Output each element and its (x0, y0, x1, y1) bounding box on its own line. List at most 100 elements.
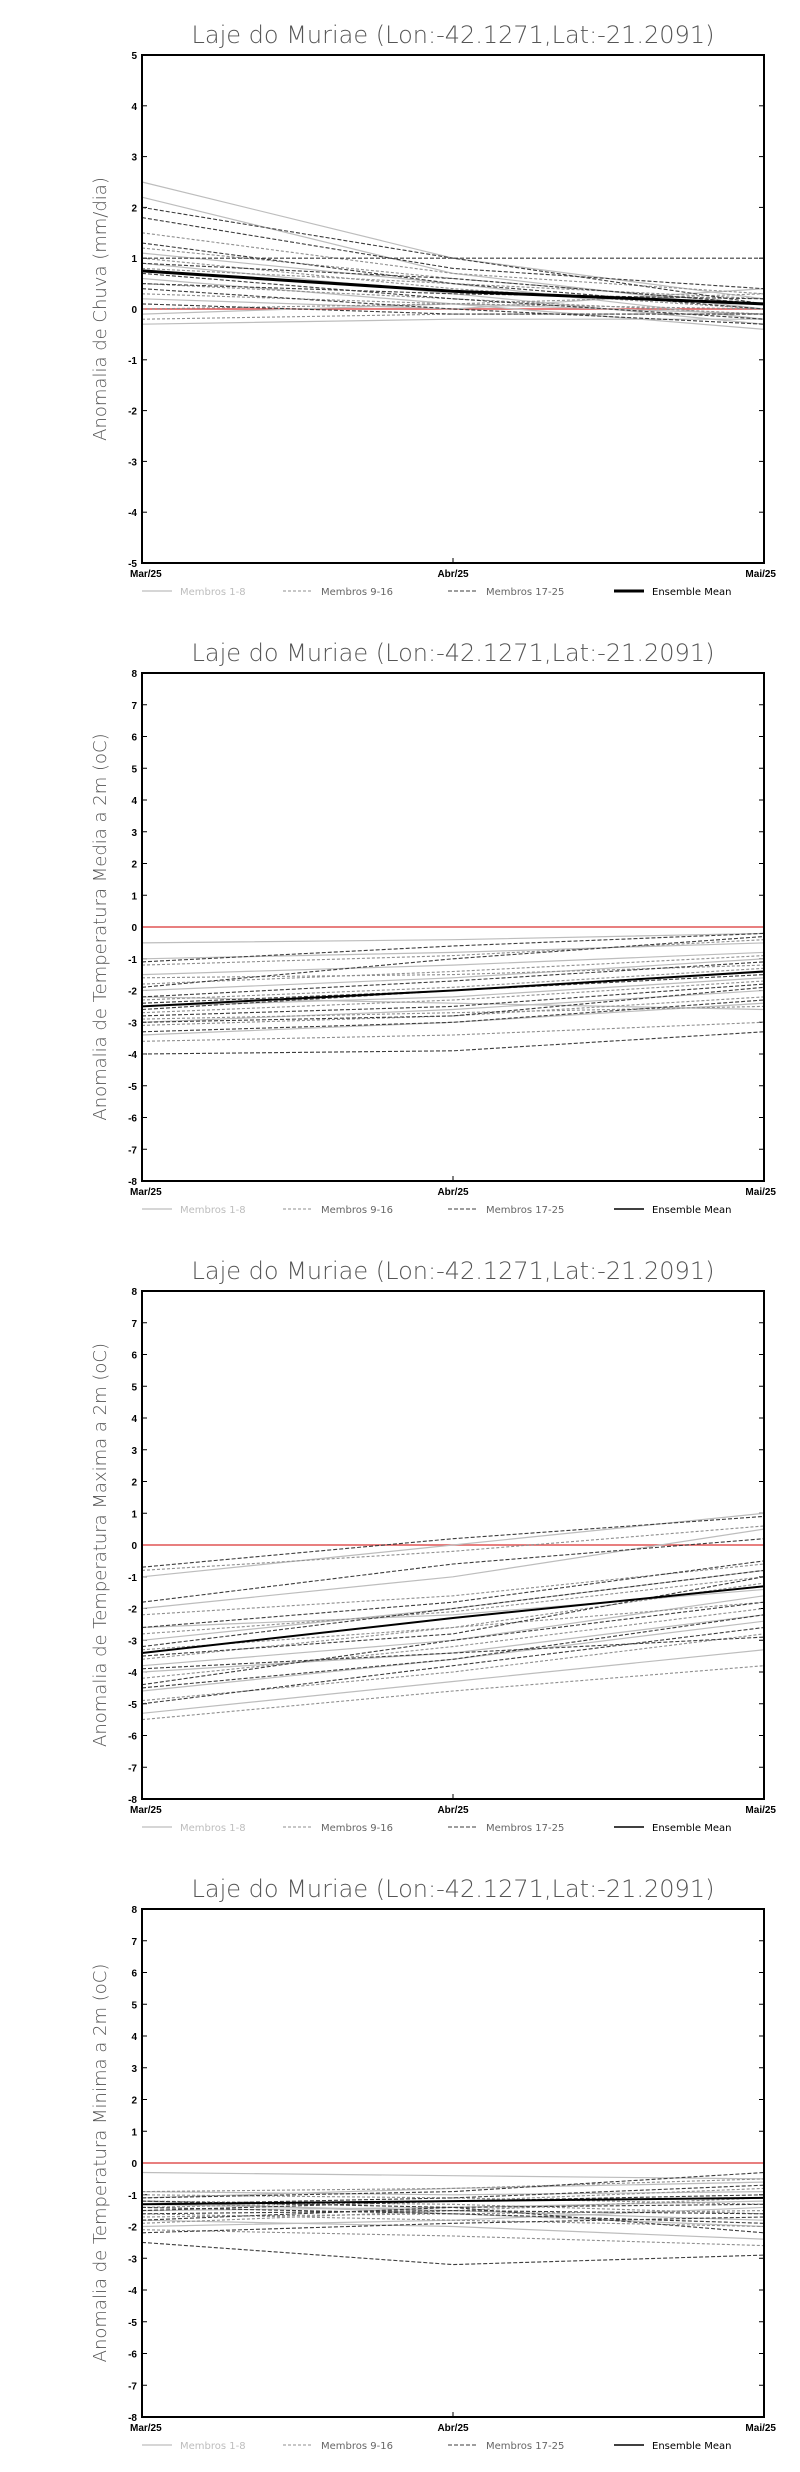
y-tick-label: -6 (128, 1732, 137, 1743)
member-line-light (141, 1002, 765, 1036)
y-tick-label: -4 (128, 2286, 137, 2297)
y-tick-label: 3 (131, 828, 137, 839)
legend-label: Membros 17-25 (486, 587, 564, 598)
member-line-dark (141, 2203, 765, 2221)
x-tick-label: Mar/25 (130, 1187, 162, 1198)
x-tick-label: Abr/25 (437, 1187, 469, 1198)
member-line-mid (141, 980, 765, 1014)
member-line-dark (141, 1576, 765, 1657)
member-line-mid (141, 1665, 765, 1721)
y-tick-label: 5 (131, 764, 137, 775)
y-tick-label: -2 (128, 407, 137, 418)
member-line-light (141, 2191, 765, 2196)
y-tick-label: 7 (131, 1937, 137, 1948)
y-axis-label: Anomalia de Temperatura Minima a 2m (oC) (90, 1964, 111, 2363)
member-line-light (141, 2219, 765, 2240)
y-tick-label: 1 (131, 891, 137, 902)
ensemble-mean-line (141, 269, 765, 306)
legend-label: Membros 17-25 (486, 2441, 564, 2452)
member-line-mid (141, 2194, 765, 2205)
y-tick-label: 6 (131, 733, 137, 744)
chart-panel-4: Laje do Muriae (Lon:-42.1271,Lat:-21.209… (90, 1875, 776, 2452)
x-tick-label: Mar/25 (130, 2423, 162, 2434)
legend-label: Membros 9-16 (321, 1823, 393, 1834)
y-tick-label: -6 (128, 2350, 137, 2361)
member-line-mid (141, 313, 764, 320)
member-line-dark (141, 1538, 765, 1603)
y-tick-label: -1 (128, 1573, 137, 1584)
member-line-light (141, 2203, 765, 2221)
legend-label: Membros 9-16 (321, 2441, 393, 2452)
ensemble-mean-line (141, 970, 765, 1008)
y-tick-label: 0 (131, 2159, 137, 2170)
y-tick-label: -8 (128, 1795, 137, 1806)
legend-label: Membros 1-8 (180, 1205, 246, 1216)
member-line-dark (141, 262, 765, 305)
member-line-dark (141, 2171, 765, 2199)
member-line-light (141, 958, 765, 992)
member-line-mid (141, 2213, 765, 2228)
chart-title: Laje do Muriae (Lon:-42.1271,Lat:-21.209… (192, 639, 715, 667)
x-tick-label: Abr/25 (437, 2423, 469, 2434)
chart-title: Laje do Muriae (Lon:-42.1271,Lat:-21.209… (192, 1875, 715, 1903)
legend-label: Ensemble Mean (652, 2441, 731, 2452)
member-line-dark (141, 961, 765, 998)
chart-title: Laje do Muriae (Lon:-42.1271,Lat:-21.209… (192, 1257, 715, 1285)
member-line-dark (141, 1626, 765, 1705)
y-tick-label: 2 (131, 2096, 137, 2107)
legend-label: Ensemble Mean (652, 587, 731, 598)
member-line-dark (141, 217, 765, 290)
member-line-light (141, 1649, 765, 1714)
x-tick-label: Mai/25 (745, 569, 776, 580)
chart-panel-3: Laje do Muriae (Lon:-42.1271,Lat:-21.209… (90, 1257, 776, 1834)
member-line-light (141, 1569, 765, 1641)
y-tick-label: 8 (131, 1905, 137, 1916)
y-tick-label: 0 (131, 305, 137, 316)
x-tick-label: Mai/25 (745, 1805, 776, 1816)
member-line-mid (141, 2210, 765, 2218)
member-line-mid (141, 293, 765, 310)
member-line-dark (141, 974, 765, 1011)
member-line-mid (141, 232, 765, 295)
member-line-mid (141, 257, 765, 310)
y-tick-label: 8 (131, 669, 137, 680)
x-tick-label: Mai/25 (745, 1187, 776, 1198)
y-tick-label: -4 (128, 1050, 137, 1061)
y-tick-label: 5 (131, 2000, 137, 2011)
y-tick-label: -7 (128, 1763, 137, 1774)
y-tick-label: -1 (128, 955, 137, 966)
y-tick-label: 1 (131, 254, 137, 265)
legend-label: Membros 17-25 (486, 1823, 564, 1834)
y-tick-label: 5 (131, 51, 137, 62)
member-line-mid (141, 996, 765, 1026)
member-line-dark (141, 2194, 765, 2212)
member-line-mid (141, 1607, 765, 1679)
y-tick-label: -7 (128, 2381, 137, 2392)
y-tick-label: 8 (131, 1287, 137, 1298)
member-line-mid (141, 1633, 765, 1702)
ensemble-mean-line (141, 1585, 765, 1654)
member-line-mid (141, 1525, 765, 1571)
plot-frame (141, 672, 765, 1182)
member-line-light (141, 262, 765, 325)
member-line-light (141, 1620, 765, 1692)
member-line-dark (141, 2184, 765, 2205)
member-line-dark (141, 288, 765, 325)
y-tick-label: -2 (128, 987, 137, 998)
member-line-mid (141, 1576, 765, 1635)
member-line-dark (141, 206, 765, 305)
y-tick-label: 7 (131, 701, 137, 712)
member-line-mid (141, 967, 765, 1001)
legend-label: Ensemble Mean (652, 1205, 731, 1216)
legend-label: Ensemble Mean (652, 1823, 731, 1834)
member-line-dark (141, 2216, 765, 2234)
member-line-dark (141, 2241, 765, 2266)
member-line-dark (141, 1601, 765, 1686)
x-tick-label: Mar/25 (130, 1805, 162, 1816)
member-line-dark (141, 2210, 765, 2215)
legend-label: Membros 9-16 (321, 1205, 393, 1216)
member-line-dark (141, 999, 765, 1033)
member-line-mid (141, 939, 765, 966)
y-tick-label: 4 (131, 102, 137, 113)
y-tick-label: -5 (128, 1082, 137, 1093)
